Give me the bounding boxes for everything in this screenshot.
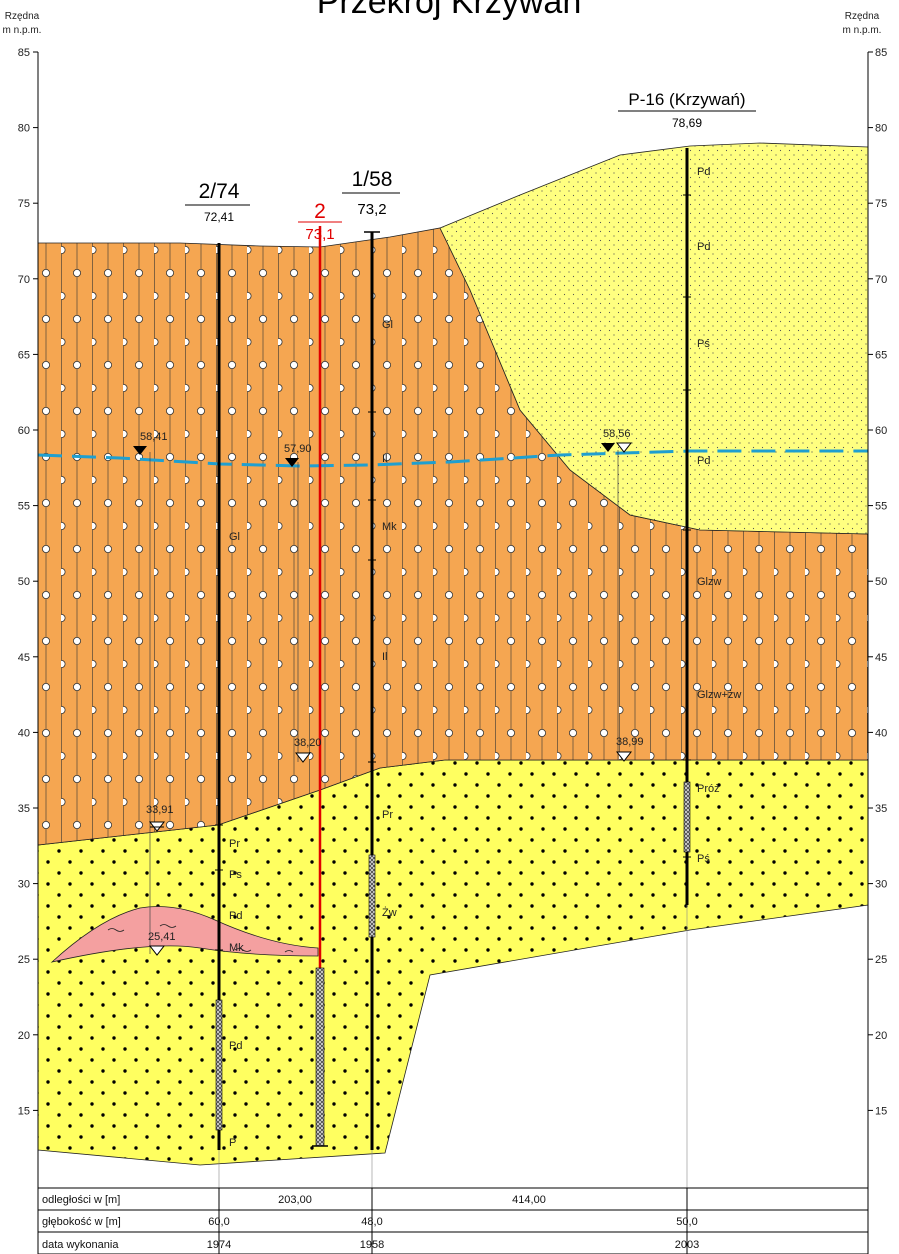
left-axis-tick-label: 20 xyxy=(18,1030,30,1042)
water-level-label: 38,99 xyxy=(616,736,644,748)
soil-labels: Gl Pr Ps Pd Mk Pd P Gl Il Mk Il Pr Żw Pd… xyxy=(229,166,741,1149)
left-axis-tick-label: 75 xyxy=(18,198,30,210)
water-level-label: 25,41 xyxy=(148,931,176,943)
soil-label: Il xyxy=(382,453,388,465)
soil-label: Glzw xyxy=(697,576,722,588)
left-axis-tick-label: 40 xyxy=(18,727,30,739)
table-cell-distance: 203,00 xyxy=(278,1194,312,1206)
left-axis-tick-label: 70 xyxy=(18,274,30,286)
right-axis-tick-label: 85 xyxy=(875,47,887,59)
table-row-label-date: data wykonania xyxy=(42,1239,119,1251)
geology-layers xyxy=(37,142,869,1166)
right-axis-tick-label: 80 xyxy=(875,123,887,135)
left-axis-tick-label: 65 xyxy=(18,349,30,361)
soil-label: Mk xyxy=(229,942,244,954)
water-level-label: 58,41 xyxy=(140,431,168,443)
soil-label: Ps xyxy=(229,869,242,881)
borehole-data-table: odległości w [m] głębokość w [m] data wy… xyxy=(37,1187,869,1254)
clay-lens xyxy=(50,906,319,963)
borehole-p16-name: P-16 (Krzywań) xyxy=(628,90,745,109)
water-table-line xyxy=(37,449,868,468)
soil-label: Pr xyxy=(382,809,393,821)
table-cell-date: 1958 xyxy=(360,1239,384,1251)
page-title: Przekrój Krzywań xyxy=(317,0,582,21)
soil-label: Pś xyxy=(697,338,710,350)
right-axis-tick-label: 75 xyxy=(875,198,887,210)
table-row-label-depth: głębokość w [m] xyxy=(42,1216,121,1228)
soil-label: Gl xyxy=(382,319,393,331)
table-cell-date: 1974 xyxy=(207,1239,231,1251)
table-cell-depth: 60,0 xyxy=(208,1216,229,1228)
soil-label: Pr xyxy=(229,838,240,850)
water-level-label: 33,91 xyxy=(146,804,174,816)
right-axis-tick-label: 25 xyxy=(875,954,887,966)
soil-label: Mk xyxy=(382,521,397,533)
right-axis: 85 80 75 70 65 60 55 50 45 40 35 30 25 20 15 xyxy=(867,47,887,1188)
left-axis-tick-label: 25 xyxy=(18,954,30,966)
right-axis-tick-label: 50 xyxy=(875,576,887,588)
soil-label: Glzw+żw xyxy=(697,689,741,701)
borehole-p16[interactable]: P-16 (Krzywań) 78,69 xyxy=(618,90,756,905)
borehole-2-elevation: 73,1 xyxy=(305,226,334,243)
left-axis: 85 80 75 70 65 60 55 50 45 40 35 30 25 20 15 xyxy=(18,47,39,1188)
right-axis-tick-label: 35 xyxy=(875,803,887,815)
right-axis-tick-label: 30 xyxy=(875,879,887,891)
soil-label: Pś xyxy=(697,853,710,865)
borehole-2-name: 2 xyxy=(314,200,326,223)
soil-label: P xyxy=(229,1137,236,1149)
borehole-1-58-elevation: 73,2 xyxy=(357,201,386,218)
borehole-2-74-elevation: 72,41 xyxy=(204,210,234,224)
borehole-1-58[interactable]: 1/58 73,2 xyxy=(342,168,400,1150)
water-level-label: 58,56 xyxy=(603,428,631,440)
table-cell-depth: 50,0 xyxy=(676,1216,697,1228)
left-axis-title-2: m n.p.m. xyxy=(3,25,42,36)
right-axis-title-2: m n.p.m. xyxy=(843,25,882,36)
table-cell-distance: 414,00 xyxy=(512,1194,546,1206)
left-axis-title-1: Rzędna xyxy=(5,11,40,22)
soil-label: Pd xyxy=(697,455,710,467)
soil-label: Próż xyxy=(697,783,720,795)
right-axis-tick-label: 60 xyxy=(875,425,887,437)
water-level-label: 38,20 xyxy=(294,737,322,749)
left-axis-tick-label: 80 xyxy=(18,123,30,135)
soil-label: Pd xyxy=(229,910,242,922)
soil-label: Il xyxy=(382,651,388,663)
left-axis-tick-label: 50 xyxy=(18,576,30,588)
left-axis-tick-label: 85 xyxy=(18,47,30,59)
right-axis-tick-label: 20 xyxy=(875,1030,887,1042)
borehole-p16-elevation: 78,69 xyxy=(672,116,702,130)
left-axis-tick-label: 45 xyxy=(18,652,30,664)
borehole-2-74-name: 2/74 xyxy=(199,180,240,203)
borehole-1-58-name: 1/58 xyxy=(352,168,393,191)
soil-label: Pd xyxy=(697,166,710,178)
soil-label: Żw xyxy=(382,906,397,919)
left-axis-tick-label: 30 xyxy=(18,879,30,891)
table-cell-depth: 48,0 xyxy=(361,1216,382,1228)
soil-label: Pd xyxy=(697,241,710,253)
water-level-markers: 58,41 57,90 58,56 33,91 25,41 38,20 38,9… xyxy=(133,428,644,956)
left-axis-tick-label: 55 xyxy=(18,501,30,513)
soil-label: Gl xyxy=(229,531,240,543)
right-axis-tick-label: 45 xyxy=(875,652,887,664)
right-axis-tick-label: 70 xyxy=(875,274,887,286)
borehole-2-74[interactable]: 2/74 72,41 xyxy=(185,180,250,1150)
soil-label: Pd xyxy=(229,1040,242,1052)
borehole-2[interactable]: 2 73,1 xyxy=(298,200,342,1147)
right-axis-title-1: Rzędna xyxy=(845,11,880,22)
right-axis-tick-label: 65 xyxy=(875,349,887,361)
left-axis-tick-label: 15 xyxy=(18,1105,30,1117)
table-cell-date: 2003 xyxy=(675,1239,699,1251)
right-axis-tick-label: 15 xyxy=(875,1105,887,1117)
left-axis-tick-label: 35 xyxy=(18,803,30,815)
water-level-label: 57,90 xyxy=(284,443,312,455)
right-axis-tick-label: 55 xyxy=(875,501,887,513)
left-axis-tick-label: 60 xyxy=(18,425,30,437)
table-row-label-distance: odległości w [m] xyxy=(42,1194,120,1206)
right-axis-tick-label: 40 xyxy=(875,727,887,739)
